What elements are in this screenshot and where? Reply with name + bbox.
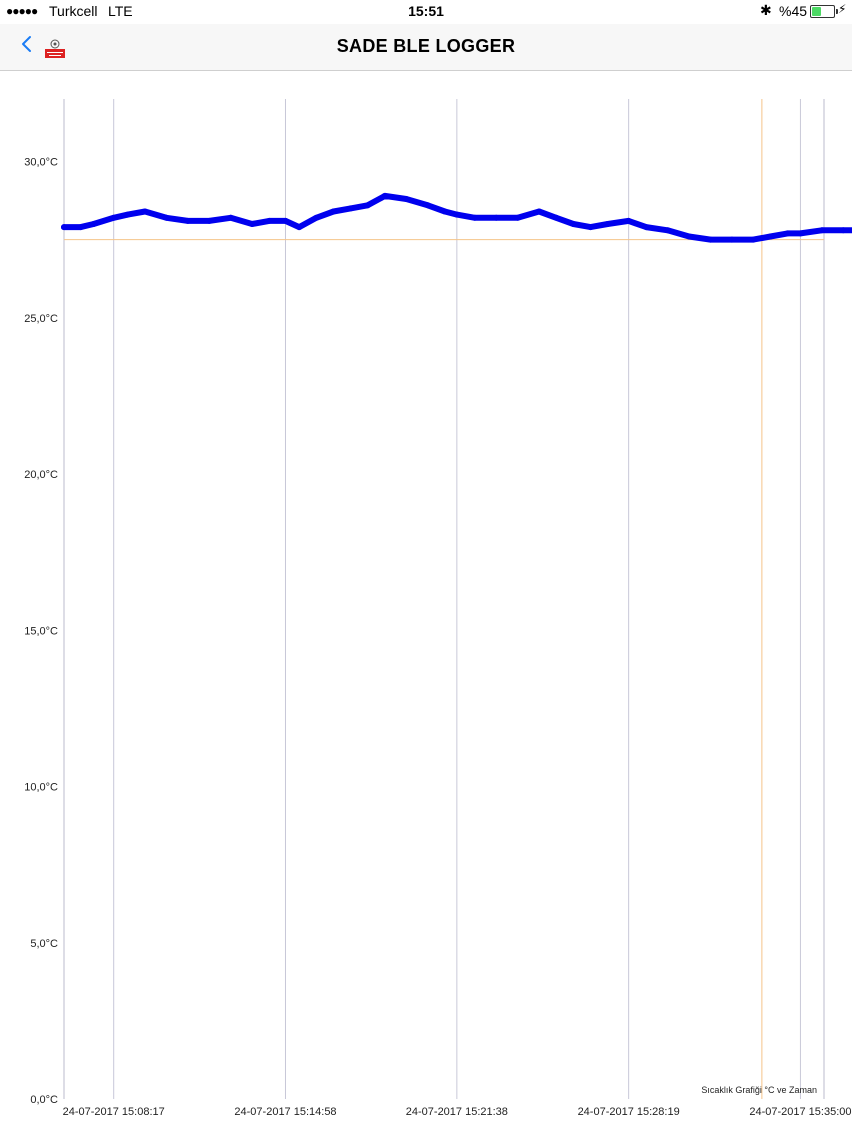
app-logo-icon: [45, 39, 65, 58]
data-point: [364, 202, 371, 209]
data-point: [686, 233, 693, 240]
y-tick-label: 20,0°C: [24, 469, 58, 481]
data-point: [266, 217, 273, 224]
data-point: [818, 227, 825, 234]
data-point: [625, 217, 632, 224]
data-point: [124, 211, 131, 218]
data-point: [570, 221, 577, 227]
x-tick-label: 24-07-2017 15:14:58: [234, 1106, 336, 1118]
data-point: [536, 208, 543, 215]
battery-tip: [836, 9, 838, 14]
data-point: [227, 214, 234, 221]
data-point: [141, 208, 148, 215]
data-point: [707, 236, 714, 243]
x-tick-label: 24-07-2017 15:35:00: [749, 1106, 851, 1118]
data-point: [784, 230, 791, 237]
signal-strength-icon: ●●●●●: [6, 4, 38, 18]
data-point: [750, 236, 757, 243]
status-time: 15:51: [408, 3, 444, 19]
battery-level-fill: [812, 7, 822, 16]
status-bar: ●●●●● Turkcell LTE 15:51 ✱ %45 ⚡: [0, 0, 852, 24]
data-point: [767, 233, 774, 240]
data-point: [441, 208, 448, 215]
back-chevron-svg: [22, 36, 31, 52]
battery-percentage: %45: [779, 3, 808, 19]
data-point: [249, 221, 256, 227]
data-point: [77, 224, 84, 231]
data-point: [347, 205, 354, 212]
page-title: SADE BLE LOGGER: [336, 36, 516, 56]
y-tick-label: 15,0°C: [24, 625, 58, 637]
data-point: [553, 214, 560, 221]
data-point: [471, 214, 478, 221]
data-point: [381, 192, 388, 199]
data-point: [206, 217, 213, 224]
data-point: [728, 236, 735, 243]
y-tick-label: 10,0°C: [24, 782, 58, 794]
series-layer: [61, 192, 852, 243]
data-point: [282, 217, 289, 224]
y-tick-label: 5,0°C: [30, 938, 58, 950]
charging-icon: ⚡: [838, 2, 847, 16]
data-point: [163, 214, 170, 221]
data-point: [424, 202, 431, 209]
data-point: [604, 221, 611, 227]
data-point: [797, 230, 804, 237]
data-point: [840, 227, 847, 234]
data-point: [90, 221, 97, 227]
network-type: LTE: [108, 3, 133, 19]
y-tick-label: 25,0°C: [24, 313, 58, 325]
data-point: [643, 224, 650, 231]
data-point: [587, 224, 594, 231]
data-point: [61, 224, 67, 231]
reference-lines: [64, 99, 824, 1099]
data-point: [296, 224, 303, 231]
data-point: [453, 211, 460, 218]
chevron-left-icon[interactable]: [20, 34, 40, 58]
data-point: [110, 214, 117, 221]
grid-layer: [63, 99, 825, 1099]
data-point: [493, 214, 500, 221]
x-tick-label: 24-07-2017 15:28:19: [578, 1106, 680, 1118]
temperature-series-line: [61, 192, 852, 243]
data-point: [184, 217, 191, 224]
x-tick-label: 24-07-2017 15:21:38: [406, 1106, 508, 1118]
carrier-name: Turkcell: [49, 3, 98, 19]
navigation-bar: SADE BLE LOGGER: [0, 24, 852, 71]
temperature-chart: 0,0°C 5,0°C 10,0°C 15,0°C 20,0°C 25,0°C 30,0°C…: [24, 99, 852, 1119]
axis-labels: 0,0°C 5,0°C 10,0°C 15,0°C 20,0°C 25,0°C 30,0°C…: [24, 157, 851, 1119]
chart-caption: Sıcaklık Grafiği °C ve Zaman: [701, 1085, 817, 1095]
bluetooth-icon: ✱: [760, 2, 772, 18]
y-tick-label: 0,0°C: [30, 1094, 58, 1106]
data-point: [664, 227, 671, 234]
data-point: [313, 214, 320, 221]
data-point: [514, 214, 521, 221]
y-tick-label: 30,0°C: [24, 157, 58, 169]
battery-icon: [810, 5, 838, 18]
data-point: [403, 196, 410, 202]
data-point: [330, 208, 337, 215]
x-tick-label: 24-07-2017 15:08:17: [63, 1106, 165, 1118]
